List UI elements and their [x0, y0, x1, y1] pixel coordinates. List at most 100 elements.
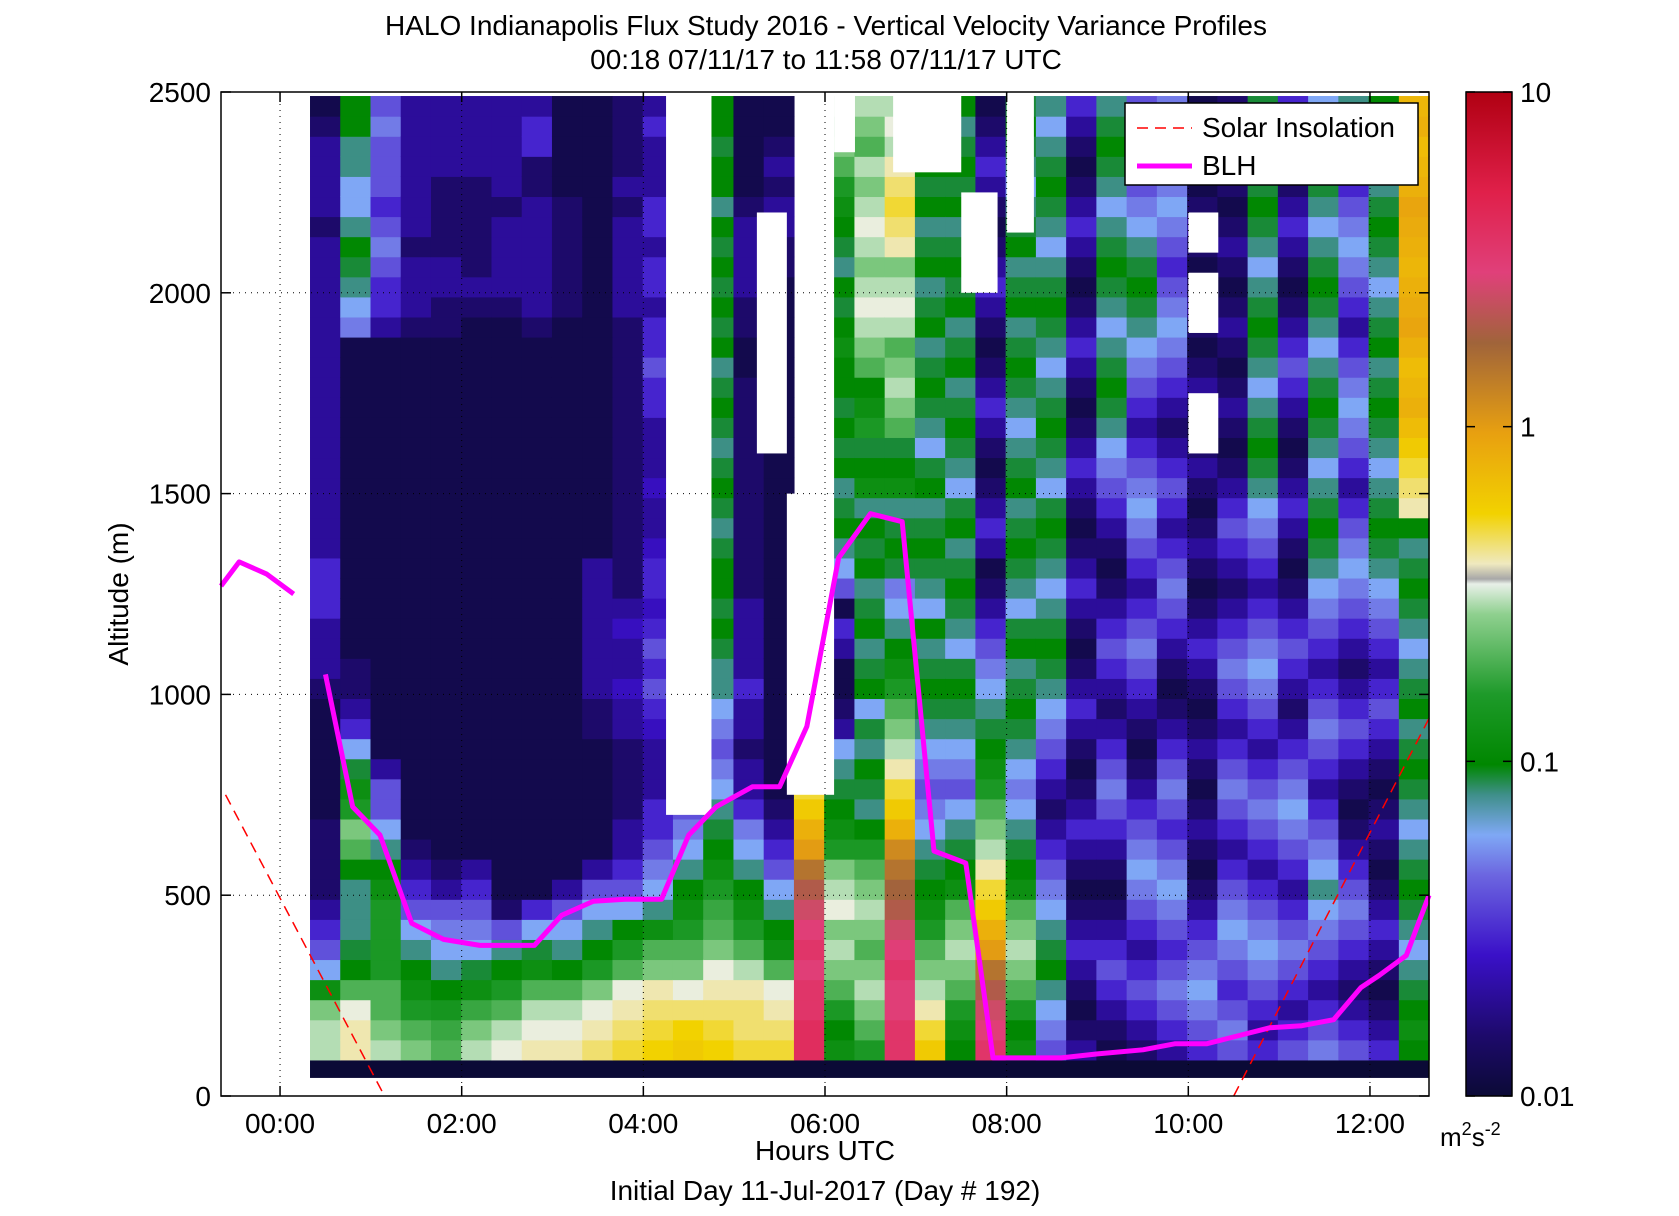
- heatmap-cell: [1308, 256, 1339, 278]
- heatmap-cell: [1035, 116, 1067, 137]
- heatmap-cell: [370, 718, 402, 740]
- heatmap-cell: [1066, 236, 1097, 258]
- heatmap-cell: [551, 256, 583, 278]
- heatmap-cell: [1398, 879, 1430, 900]
- heatmap-cell: [1277, 678, 1309, 700]
- heatmap-cell: [582, 316, 614, 338]
- heatmap-cell: [310, 156, 341, 177]
- heatmap-cell: [551, 457, 583, 479]
- heatmap-cell: [612, 919, 644, 940]
- heatmap-cell: [400, 477, 432, 499]
- heatmap-cell: [854, 216, 886, 238]
- heatmap-cell: [1247, 457, 1279, 479]
- heatmap-cell: [612, 678, 644, 700]
- heatmap-cell: [1398, 638, 1430, 659]
- heatmap-cell: [1066, 758, 1097, 780]
- heatmap-cell: [491, 798, 523, 820]
- heatmap-cell: [612, 979, 644, 1001]
- heatmap-cell: [400, 457, 432, 479]
- heatmap-cell: [1156, 457, 1188, 479]
- heatmap-cell: [582, 879, 614, 900]
- heatmap-cell: [763, 859, 795, 880]
- heatmap-cell: [521, 598, 553, 619]
- heatmap-cell: [551, 939, 583, 961]
- heatmap-cell: [340, 497, 372, 519]
- heatmap-cell: [1187, 979, 1218, 1001]
- heatmap-cell: [491, 979, 523, 1001]
- heatmap-cell: [1308, 618, 1339, 639]
- heatmap-cell: [310, 216, 341, 238]
- heatmap-cell: [1005, 437, 1037, 459]
- heatmap-cell: [1156, 698, 1188, 720]
- heatmap-cell: [1096, 216, 1128, 238]
- heatmap-cell: [370, 357, 402, 378]
- colorbar: [1465, 91, 1513, 1097]
- heatmap-cell: [1005, 758, 1037, 780]
- heatmap-cell: [582, 598, 614, 619]
- heatmap-cell: [1096, 738, 1128, 760]
- heatmap-cell: [370, 517, 402, 539]
- heatmap-cell: [582, 377, 614, 398]
- heatmap-cell: [310, 879, 341, 900]
- heatmap-cell: [854, 758, 886, 780]
- heatmap-cell: [642, 116, 674, 137]
- heatmap-cell: [733, 196, 765, 218]
- heatmap-cell: [491, 718, 523, 740]
- heatmap-cell: [430, 899, 462, 920]
- heatmap-cell: [1217, 999, 1249, 1021]
- heatmap-cell: [310, 598, 341, 619]
- heatmap-cell: [1156, 437, 1188, 459]
- heatmap-cell: [1398, 357, 1430, 378]
- heatmap-cell: [914, 397, 946, 418]
- heatmap-cell: [975, 658, 1007, 679]
- heatmap-cell: [310, 859, 341, 880]
- heatmap-cell: [582, 497, 614, 519]
- heatmap-cell: [582, 96, 614, 117]
- heatmap-cell: [1126, 1019, 1158, 1041]
- heatmap-cell: [642, 517, 674, 539]
- heatmap-cell: [461, 457, 493, 479]
- heatmap-cell: [582, 357, 614, 378]
- heatmap-cell: [370, 638, 402, 659]
- heatmap-cell: [430, 457, 462, 479]
- heatmap-cell: [1126, 979, 1158, 1001]
- heatmap-cell: [914, 196, 946, 218]
- heatmap-cell: [884, 357, 916, 378]
- heatmap-cell: [1247, 417, 1279, 438]
- heatmap-cell: [340, 979, 372, 1001]
- heatmap-cell: [370, 758, 402, 780]
- heatmap-cell: [310, 919, 341, 940]
- heatmap-cell: [1308, 336, 1339, 358]
- heatmap-cell: [975, 698, 1007, 720]
- heatmap-cell: [582, 859, 614, 880]
- heatmap-cell: [914, 417, 946, 438]
- heatmap-cell: [1005, 537, 1037, 559]
- heatmap-cell: [642, 999, 674, 1021]
- heatmap-cell: [1338, 939, 1370, 961]
- heatmap-cell: [1247, 758, 1279, 780]
- heatmap-cell: [1368, 698, 1400, 720]
- chart-title-line1: HALO Indianapolis Flux Study 2016 - Vert…: [385, 10, 1267, 41]
- heatmap-cell: [1368, 638, 1400, 659]
- heatmap-cell: [400, 758, 432, 780]
- heatmap-cell: [642, 899, 674, 920]
- heatmap-cell: [733, 939, 765, 961]
- heatmap-cell: [400, 658, 432, 679]
- y-tick-label: 1000: [149, 679, 211, 710]
- heatmap-cell: [884, 919, 916, 940]
- heatmap-cell: [1096, 136, 1128, 157]
- heatmap-cell: [914, 678, 946, 700]
- heatmap-cell: [793, 879, 825, 900]
- heatmap-cell: [612, 276, 644, 298]
- heatmap-cell: [1156, 678, 1188, 700]
- heatmap-cell: [340, 899, 372, 920]
- heatmap-cell: [582, 979, 614, 1001]
- heatmap-cell: [491, 557, 523, 579]
- heatmap-cell: [824, 919, 856, 940]
- heatmap-cell: [551, 196, 583, 218]
- heatmap-cell: [1096, 658, 1128, 679]
- heatmap-cell: [1126, 838, 1158, 860]
- heatmap-cell: [1217, 879, 1249, 900]
- heatmap-cell: [400, 377, 432, 398]
- heatmap-cell: [370, 999, 402, 1021]
